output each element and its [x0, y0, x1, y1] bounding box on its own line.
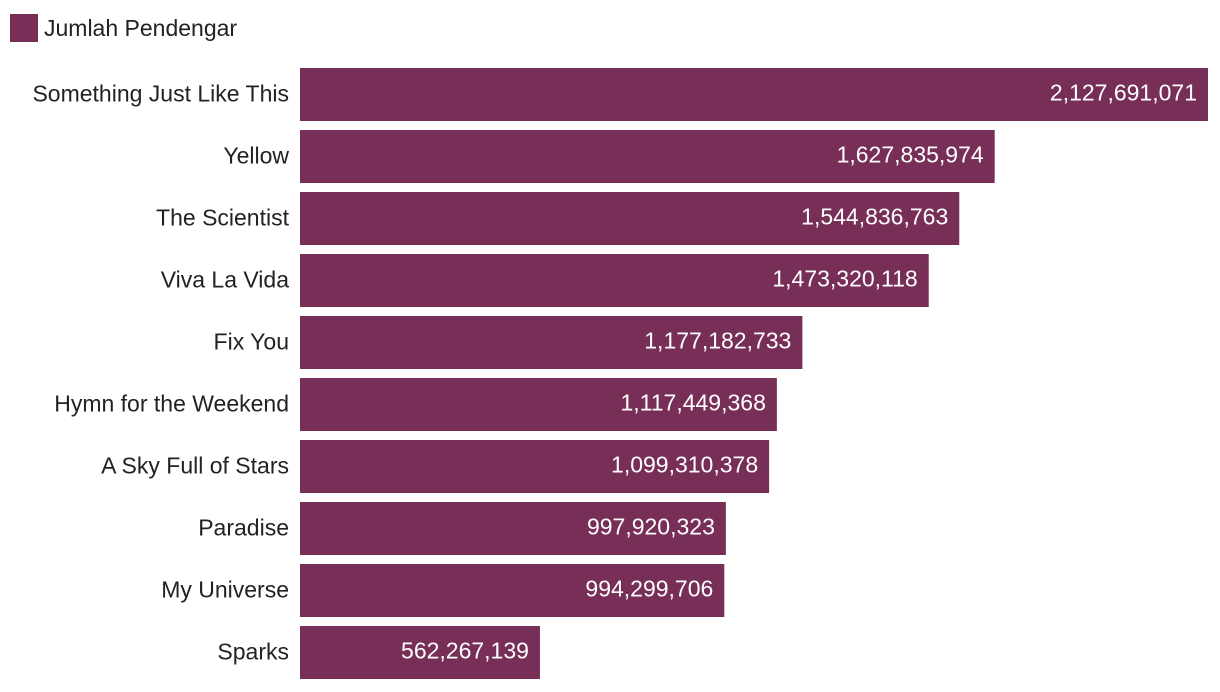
bar — [300, 68, 1208, 121]
category-label: The Scientist — [156, 205, 290, 231]
value-label: 1,473,320,118 — [772, 266, 917, 292]
bar — [300, 626, 540, 679]
value-label: 997,920,323 — [587, 514, 715, 540]
value-label: 1,544,836,763 — [801, 204, 948, 230]
bar — [300, 440, 770, 493]
value-label: 562,267,139 — [401, 638, 529, 664]
bar — [300, 378, 777, 431]
category-label: My Universe — [161, 577, 289, 603]
bar — [300, 502, 726, 555]
legend: Jumlah Pendengar — [10, 13, 237, 43]
bar — [300, 254, 929, 307]
legend-swatch — [10, 14, 38, 42]
value-label: 1,177,182,733 — [644, 328, 791, 354]
category-label: Something Just Like This — [32, 81, 289, 107]
bar — [300, 316, 803, 369]
category-label: A Sky Full of Stars — [101, 453, 289, 479]
legend-label: Jumlah Pendengar — [44, 14, 238, 41]
value-label: 1,099,310,378 — [611, 452, 758, 478]
value-label: 2,127,691,071 — [1050, 80, 1197, 106]
category-label: Yellow — [223, 143, 289, 169]
bar — [300, 130, 995, 183]
category-label: Viva La Vida — [161, 267, 290, 293]
bar — [300, 192, 960, 245]
category-label: Hymn for the Weekend — [54, 391, 289, 417]
category-label: Sparks — [217, 639, 289, 665]
bar — [300, 564, 725, 617]
category-label: Paradise — [198, 515, 289, 541]
category-label: Fix You — [214, 329, 289, 355]
value-label: 1,627,835,974 — [837, 142, 984, 168]
value-label: 1,117,449,368 — [620, 390, 765, 416]
value-label: 994,299,706 — [585, 576, 713, 602]
